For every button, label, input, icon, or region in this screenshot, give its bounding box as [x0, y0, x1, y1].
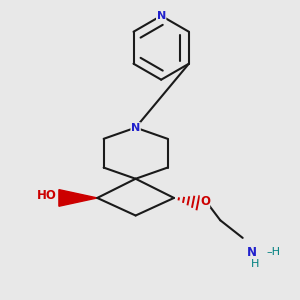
- Text: H: H: [250, 259, 259, 269]
- Text: O: O: [200, 195, 210, 208]
- Polygon shape: [59, 190, 97, 206]
- Text: N: N: [131, 123, 140, 133]
- Text: N: N: [157, 11, 166, 21]
- Text: –H: –H: [267, 247, 281, 257]
- Text: HO: HO: [37, 189, 57, 202]
- Text: N: N: [247, 246, 257, 259]
